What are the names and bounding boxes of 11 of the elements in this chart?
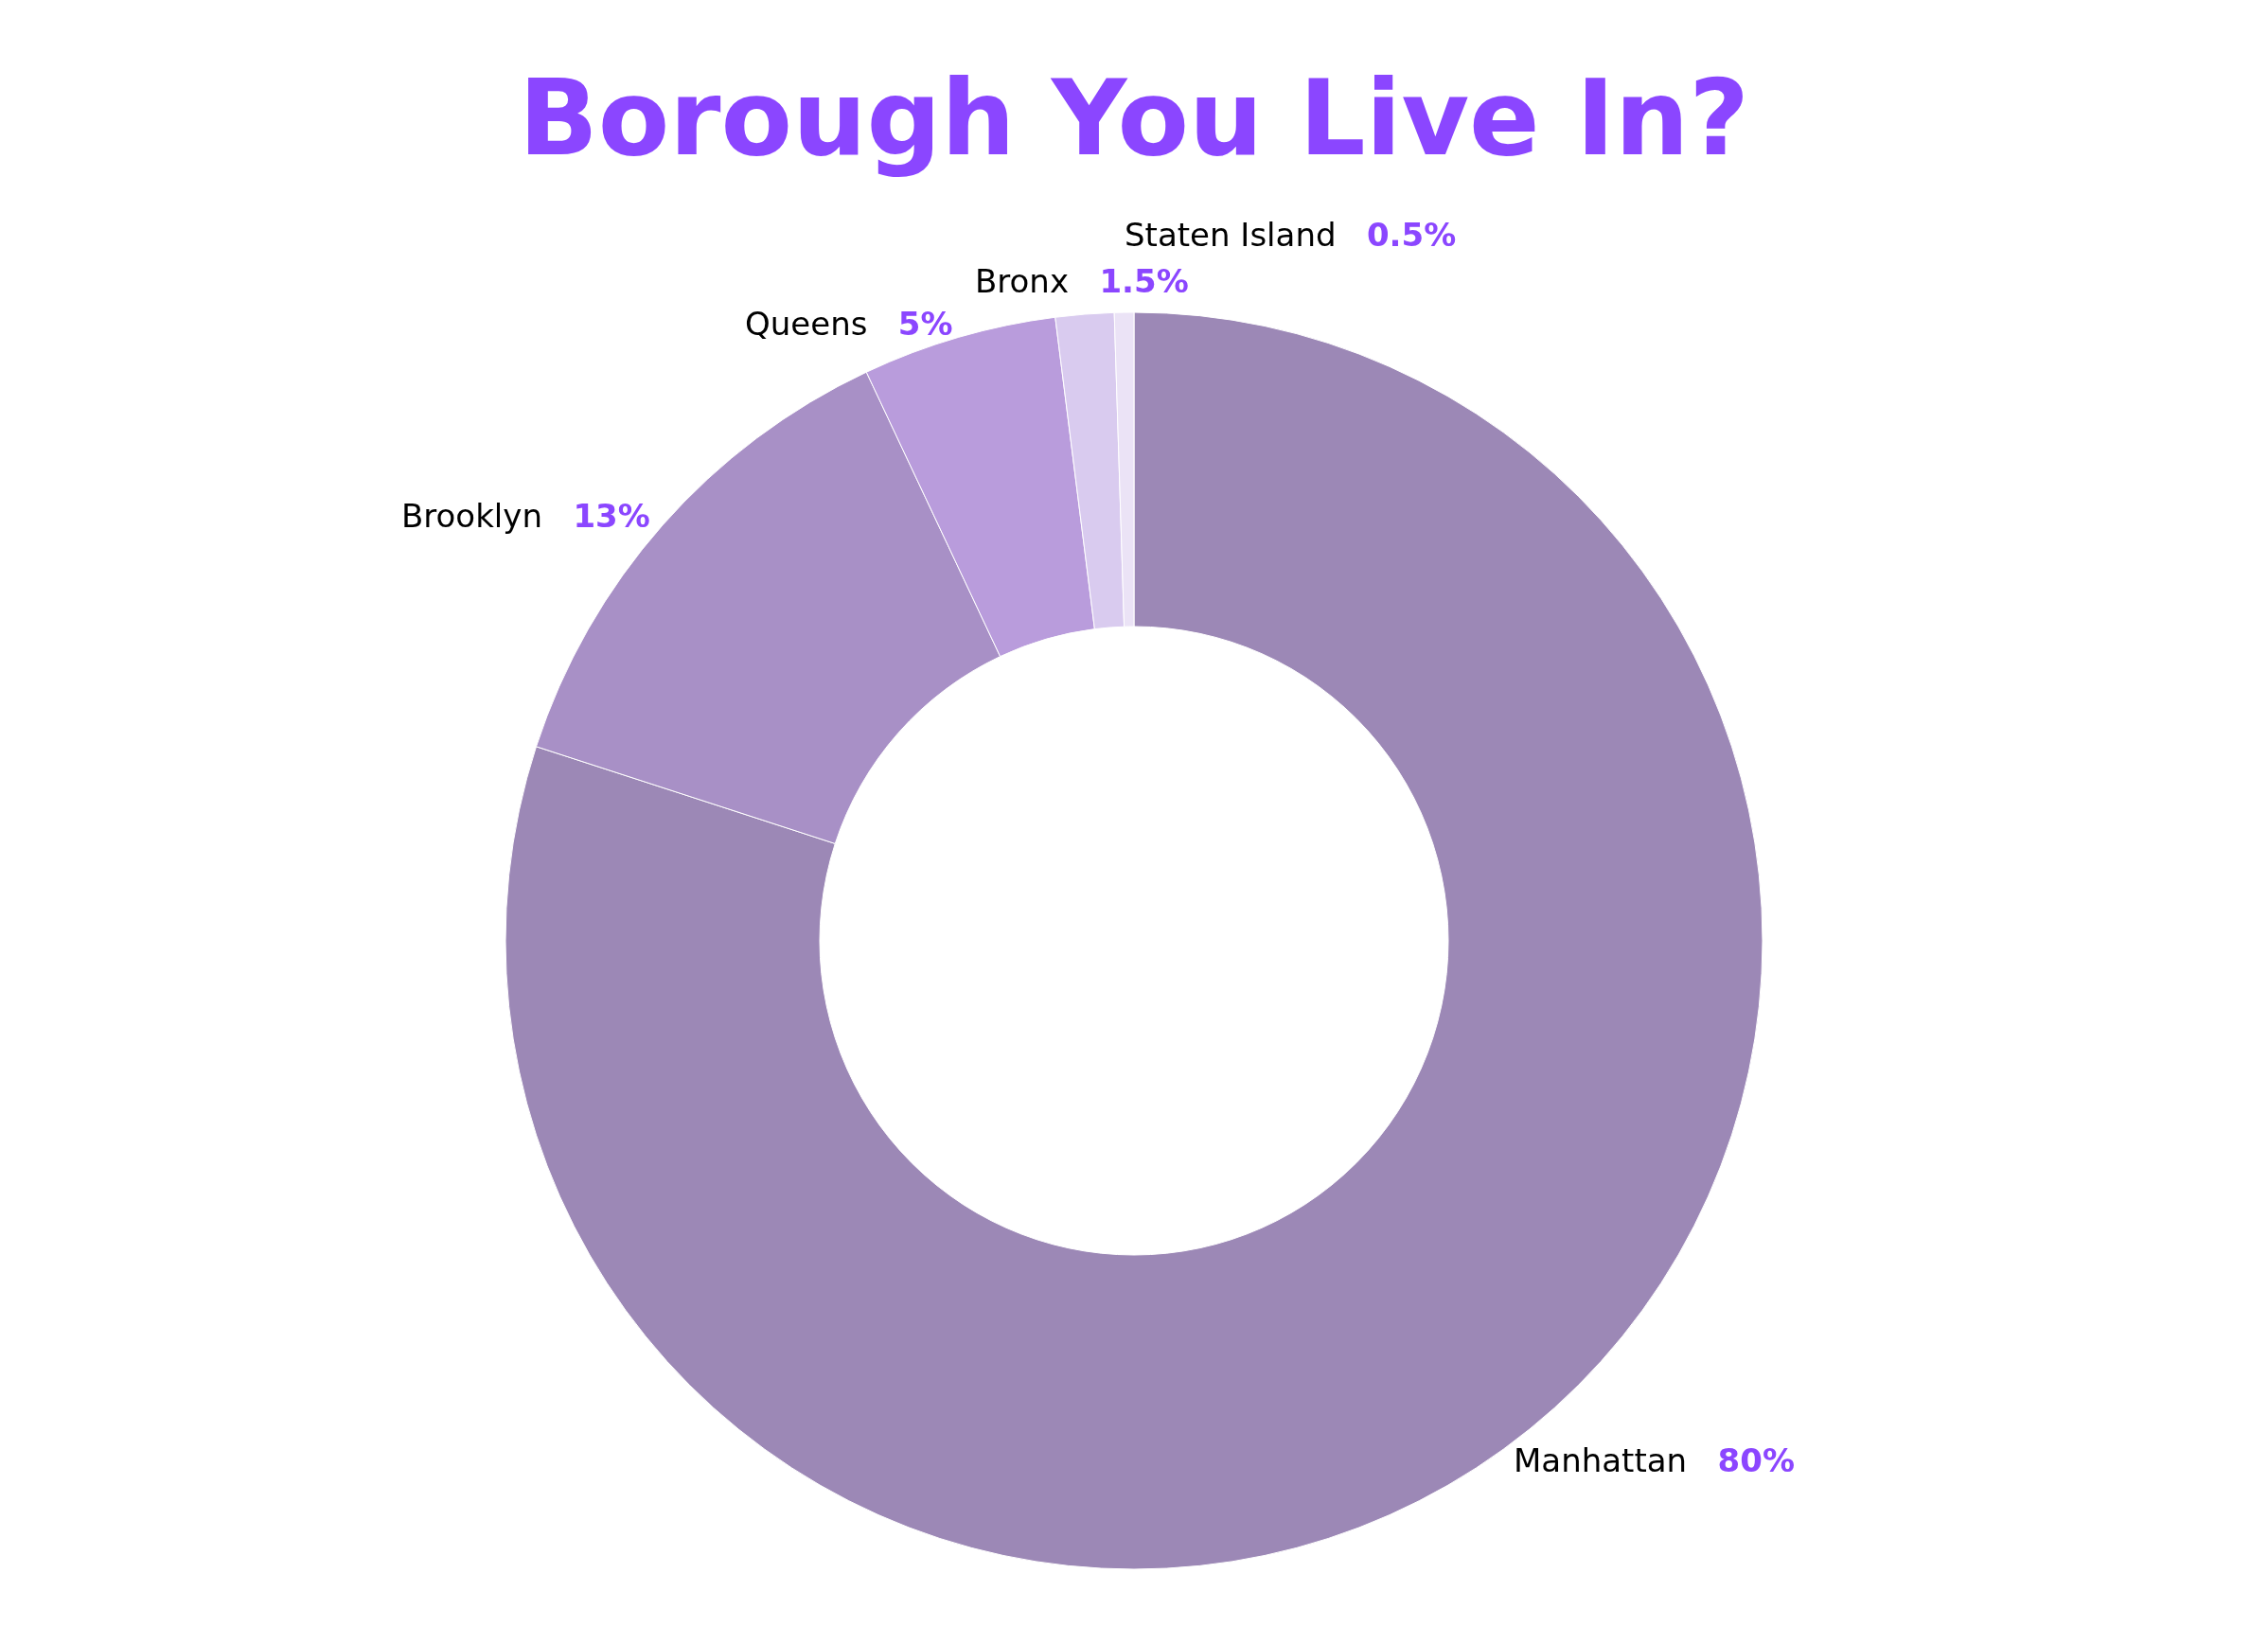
data-label: 80% (1717, 1441, 1795, 1479)
data-label: 1.5% (1099, 262, 1189, 300)
chart-title: Borough You Live In? (518, 57, 1750, 179)
data-label: 0.5% (1366, 216, 1457, 254)
slice-label: Staten Island (1125, 216, 1337, 254)
slice-label: Brooklyn (401, 497, 542, 535)
data-label: 13% (573, 497, 650, 535)
data-label: 5% (897, 305, 953, 343)
slice-label: Queens (745, 305, 868, 343)
slice-label: Bronx (975, 262, 1070, 300)
slice-label: Manhattan (1514, 1441, 1688, 1479)
